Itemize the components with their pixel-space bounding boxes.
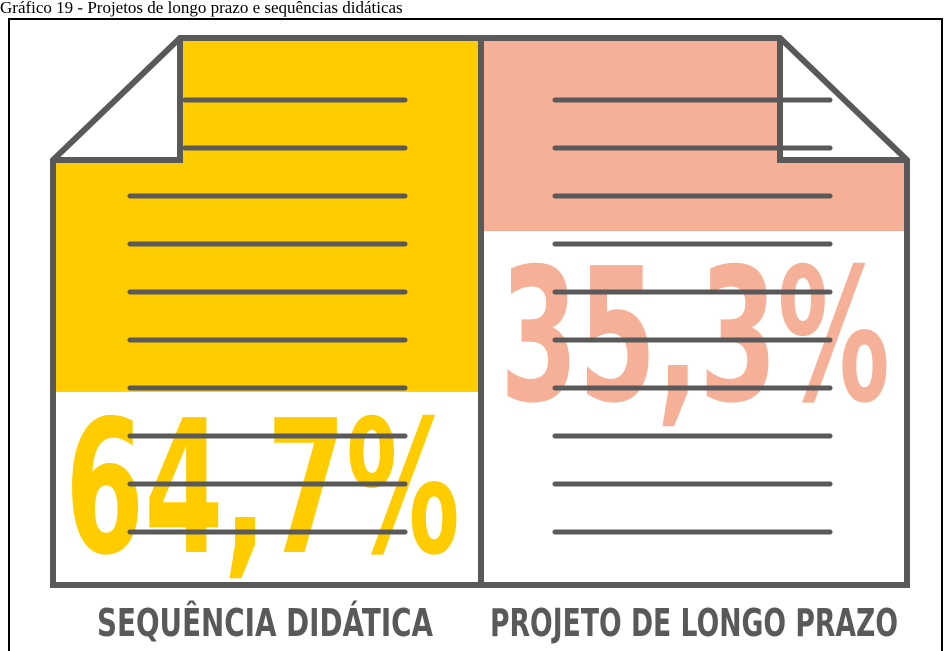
category-label: PROJETO DE LONGO PRAZO (490, 601, 898, 645)
chart-title: Gráfico 19 - Projetos de longo prazo e s… (0, 0, 403, 17)
fill-level (481, 38, 907, 232)
value-label: 64,7% (65, 380, 460, 596)
category-label: SEQUÊNCIA DIDÁTICA (97, 601, 433, 645)
document-outline (478, 35, 910, 588)
value-label: 35,3% (500, 228, 890, 444)
documents: 64,7% SEQUÊNCIA DIDÁTICA 35,3% PROJETO DE L… (50, 35, 910, 645)
document-outline (50, 35, 484, 588)
frame (8, 18, 943, 651)
document-fold (777, 38, 907, 163)
document-fold (53, 38, 183, 163)
